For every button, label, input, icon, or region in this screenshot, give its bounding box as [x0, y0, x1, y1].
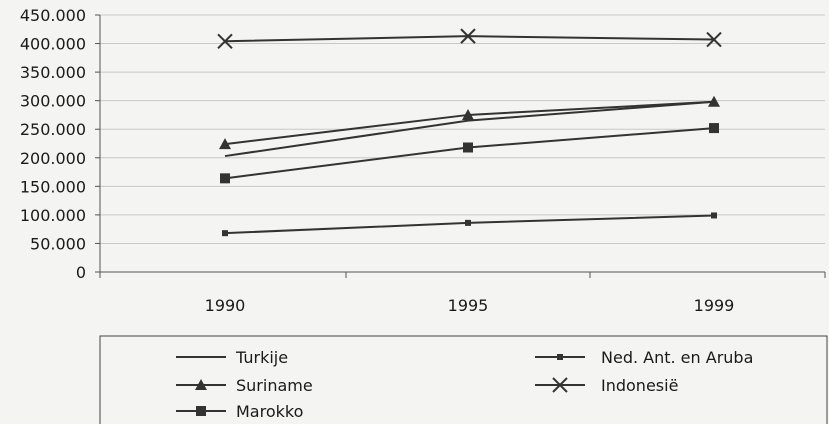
- series-group: [217, 28, 722, 237]
- y-tick-label: 400.000: [20, 35, 86, 54]
- y-tick-label: 150.000: [20, 177, 86, 196]
- legend-item: Turkije: [176, 348, 288, 367]
- legend-marker: [557, 354, 563, 360]
- y-tick-label: 450.000: [20, 6, 86, 25]
- legend-label: Suriname: [236, 376, 313, 395]
- legend-label: Turkije: [235, 348, 288, 367]
- legend-item: Indonesië: [535, 376, 678, 395]
- series-marokko: [220, 123, 719, 184]
- x-tick-label: 1990: [205, 296, 246, 315]
- data-point: [462, 108, 474, 120]
- y-tick-label: 250.000: [20, 120, 86, 139]
- series-indonesi-: [217, 28, 722, 49]
- data-point: [222, 230, 228, 237]
- legend-box: [99, 335, 828, 424]
- legend-label: Ned. Ant. en Aruba: [601, 348, 753, 367]
- series-turkije: [224, 100, 715, 158]
- axes: [99, 15, 825, 273]
- data-point: [706, 31, 722, 48]
- legend-label: Marokko: [236, 402, 303, 421]
- series-line: [224, 100, 715, 158]
- legend: Turkije Suriname Marokko Ned. Ant. en Aruba…: [99, 335, 828, 424]
- legend-item: Marokko: [176, 402, 303, 421]
- data-point: [219, 138, 231, 150]
- legend-label: Indonesië: [601, 376, 678, 395]
- data-point: [709, 123, 719, 134]
- data-point: [708, 95, 720, 107]
- legend-item: Suriname: [176, 376, 313, 395]
- legend-marker: [195, 379, 207, 390]
- y-tick-label: 300.000: [20, 92, 86, 111]
- data-point: [465, 219, 471, 226]
- y-tick-label: 200.000: [20, 149, 86, 168]
- grid-lines: [100, 14, 825, 244]
- y-tick-label: 350.000: [20, 63, 86, 82]
- x-axis-ticks: 1990 1995 1999: [99, 272, 826, 315]
- series-ned-ant-en-aruba: [222, 212, 717, 237]
- data-point: [711, 212, 717, 219]
- x-tick-label: 1999: [694, 296, 735, 315]
- legend-marker: [552, 377, 568, 393]
- data-point: [463, 142, 473, 153]
- data-point: [220, 173, 230, 184]
- x-tick-label: 1995: [448, 296, 489, 315]
- y-axis-ticks: 0 50.000 100.000 150.000 200.000 250.000 300.0…: [20, 6, 100, 282]
- series-suriname: [219, 95, 720, 150]
- y-tick-label: 0: [76, 263, 86, 282]
- y-tick-label: 50.000: [30, 234, 86, 253]
- data-point: [217, 33, 233, 49]
- legend-item: Ned. Ant. en Aruba: [535, 348, 753, 367]
- y-tick-label: 100.000: [20, 206, 86, 225]
- legend-marker: [196, 406, 206, 416]
- data-point: [460, 28, 476, 44]
